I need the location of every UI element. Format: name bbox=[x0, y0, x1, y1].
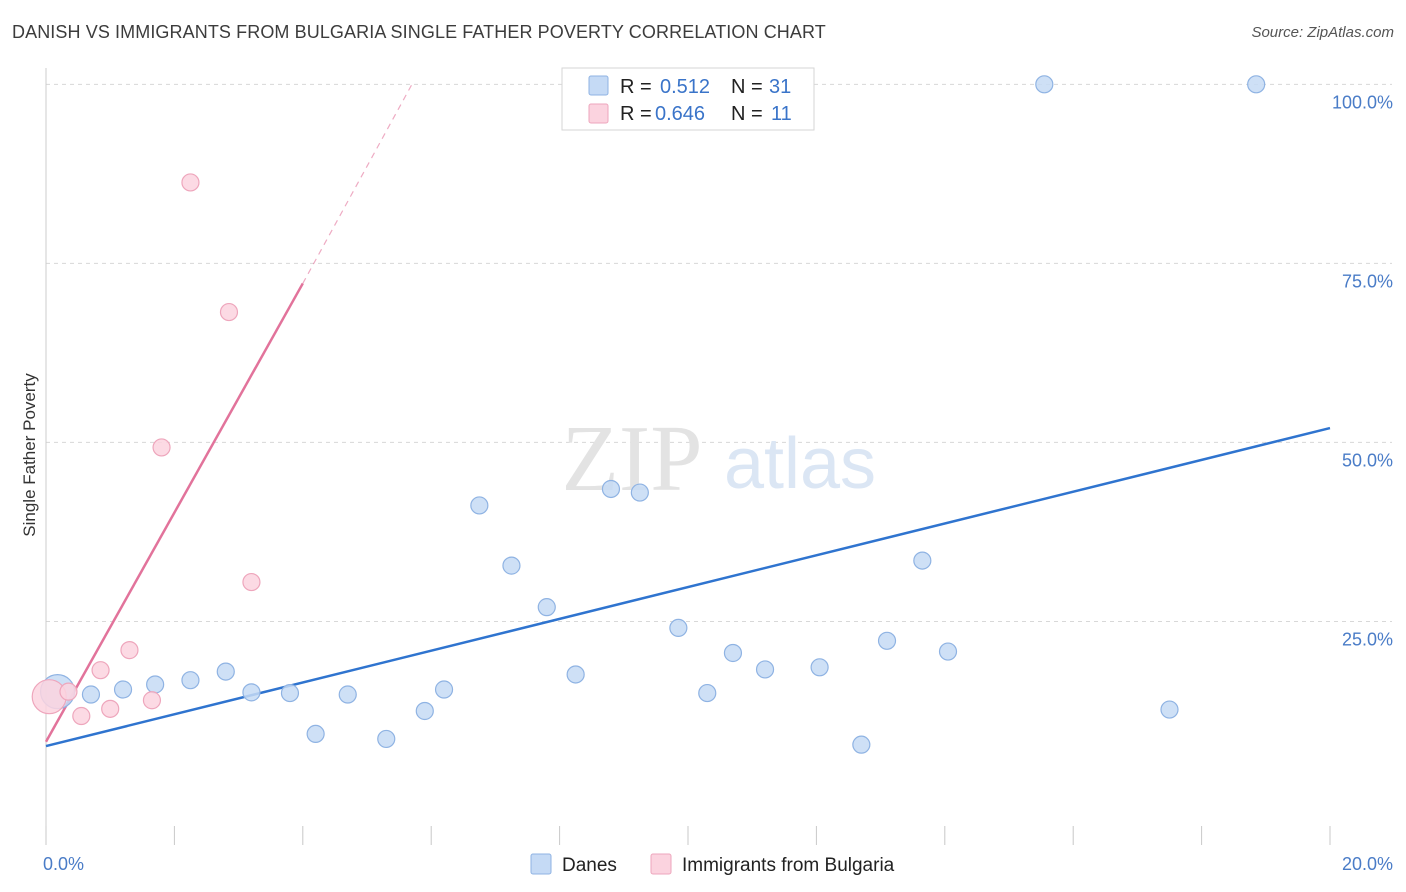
y-axis-label: Single Father Poverty bbox=[20, 373, 39, 537]
point-danes-25 bbox=[877, 631, 897, 650]
point-danes-28 bbox=[1035, 75, 1054, 94]
point-danes-26 bbox=[913, 551, 932, 570]
bottom-legend-bulgaria: Immigrants from Bulgaria bbox=[682, 855, 895, 876]
legend-n-danes: 31 bbox=[769, 76, 791, 98]
point-danes-23 bbox=[810, 658, 829, 677]
source-label: Source: ZipAtlas.com bbox=[1251, 24, 1394, 41]
point-danes-29 bbox=[1160, 700, 1179, 719]
y-tick-label-50: 50.0% bbox=[1342, 450, 1393, 470]
tick-labels: 25.0% 50.0% 75.0% 100.0% 0.0% 20.0% bbox=[43, 92, 1393, 874]
bottom-legend-swatch-bulgaria bbox=[650, 853, 672, 875]
point-bulgaria-4 bbox=[101, 699, 120, 718]
y-tick-label-25: 25.0% bbox=[1342, 629, 1393, 649]
legend-swatch-danes bbox=[588, 75, 609, 96]
point-danes-1 bbox=[81, 685, 101, 704]
point-danes-4 bbox=[181, 671, 200, 690]
legend-n-label-danes: N = bbox=[731, 76, 763, 98]
point-bulgaria-10 bbox=[242, 572, 261, 592]
point-danes-21 bbox=[723, 643, 743, 663]
point-danes-3 bbox=[146, 675, 165, 694]
point-bulgaria-7 bbox=[152, 438, 171, 457]
point-danes-9 bbox=[338, 685, 357, 704]
y-tick-label-75: 75.0% bbox=[1342, 271, 1393, 291]
point-danes-30 bbox=[1247, 75, 1266, 94]
point-danes-7 bbox=[280, 683, 300, 703]
legend-r-danes: 0.512 bbox=[660, 76, 710, 98]
legend-n-label-bulgaria: N = bbox=[731, 103, 763, 125]
bottom-legend-danes: Danes bbox=[562, 855, 617, 876]
legend-r-label-danes: R = bbox=[620, 76, 652, 98]
y-tick-label-100: 100.0% bbox=[1332, 92, 1393, 112]
trend-line-bulgaria-extension bbox=[302, 84, 413, 284]
point-danes-15 bbox=[537, 598, 556, 617]
point-danes-13 bbox=[470, 496, 489, 515]
point-danes-22 bbox=[755, 660, 775, 679]
bottom-legend-swatch-danes bbox=[530, 853, 552, 875]
trend-line-bulgaria bbox=[44, 282, 304, 743]
point-danes-20 bbox=[698, 683, 717, 703]
watermark-atlas: atlas bbox=[724, 424, 876, 504]
point-bulgaria-3 bbox=[91, 661, 110, 680]
point-danes-2 bbox=[113, 680, 133, 699]
bottom-legend: Danes Immigrants from Bulgaria bbox=[530, 853, 895, 876]
point-danes-14 bbox=[502, 556, 521, 575]
point-danes-19 bbox=[669, 618, 688, 638]
data-points bbox=[31, 75, 1266, 754]
point-bulgaria-8 bbox=[181, 173, 200, 192]
point-bulgaria-6 bbox=[142, 691, 162, 710]
axes bbox=[45, 68, 1331, 845]
legend-r-label-bulgaria: R = bbox=[620, 103, 652, 125]
point-danes-18 bbox=[630, 483, 649, 502]
point-danes-16 bbox=[566, 665, 585, 684]
point-danes-8 bbox=[306, 724, 325, 744]
point-danes-6 bbox=[242, 683, 261, 702]
chart-title: DANISH VS IMMIGRANTS FROM BULGARIA SINGL… bbox=[12, 22, 826, 42]
point-danes-17 bbox=[601, 479, 621, 499]
point-danes-27 bbox=[938, 642, 958, 661]
watermark: ZIP atlas bbox=[562, 407, 877, 511]
x-tick-label-max: 20.0% bbox=[1342, 854, 1393, 874]
point-danes-24 bbox=[852, 735, 871, 754]
legend-swatch-bulgaria bbox=[588, 103, 609, 124]
legend: R = 0.512 N = 31 R = 0.646 N = 11 bbox=[561, 67, 815, 131]
point-bulgaria-9 bbox=[219, 302, 239, 322]
point-bulgaria-2 bbox=[72, 706, 91, 726]
x-tick-label-min: 0.0% bbox=[43, 854, 84, 874]
point-danes-5 bbox=[216, 662, 235, 681]
point-danes-11 bbox=[415, 701, 434, 721]
point-danes-12 bbox=[434, 680, 454, 699]
legend-r-bulgaria: 0.646 bbox=[655, 103, 705, 125]
point-bulgaria-5 bbox=[120, 641, 139, 660]
legend-n-bulgaria: 11 bbox=[771, 103, 792, 125]
point-danes-10 bbox=[377, 729, 396, 749]
grid-lines bbox=[46, 83, 1392, 622]
point-bulgaria-1 bbox=[59, 682, 78, 701]
